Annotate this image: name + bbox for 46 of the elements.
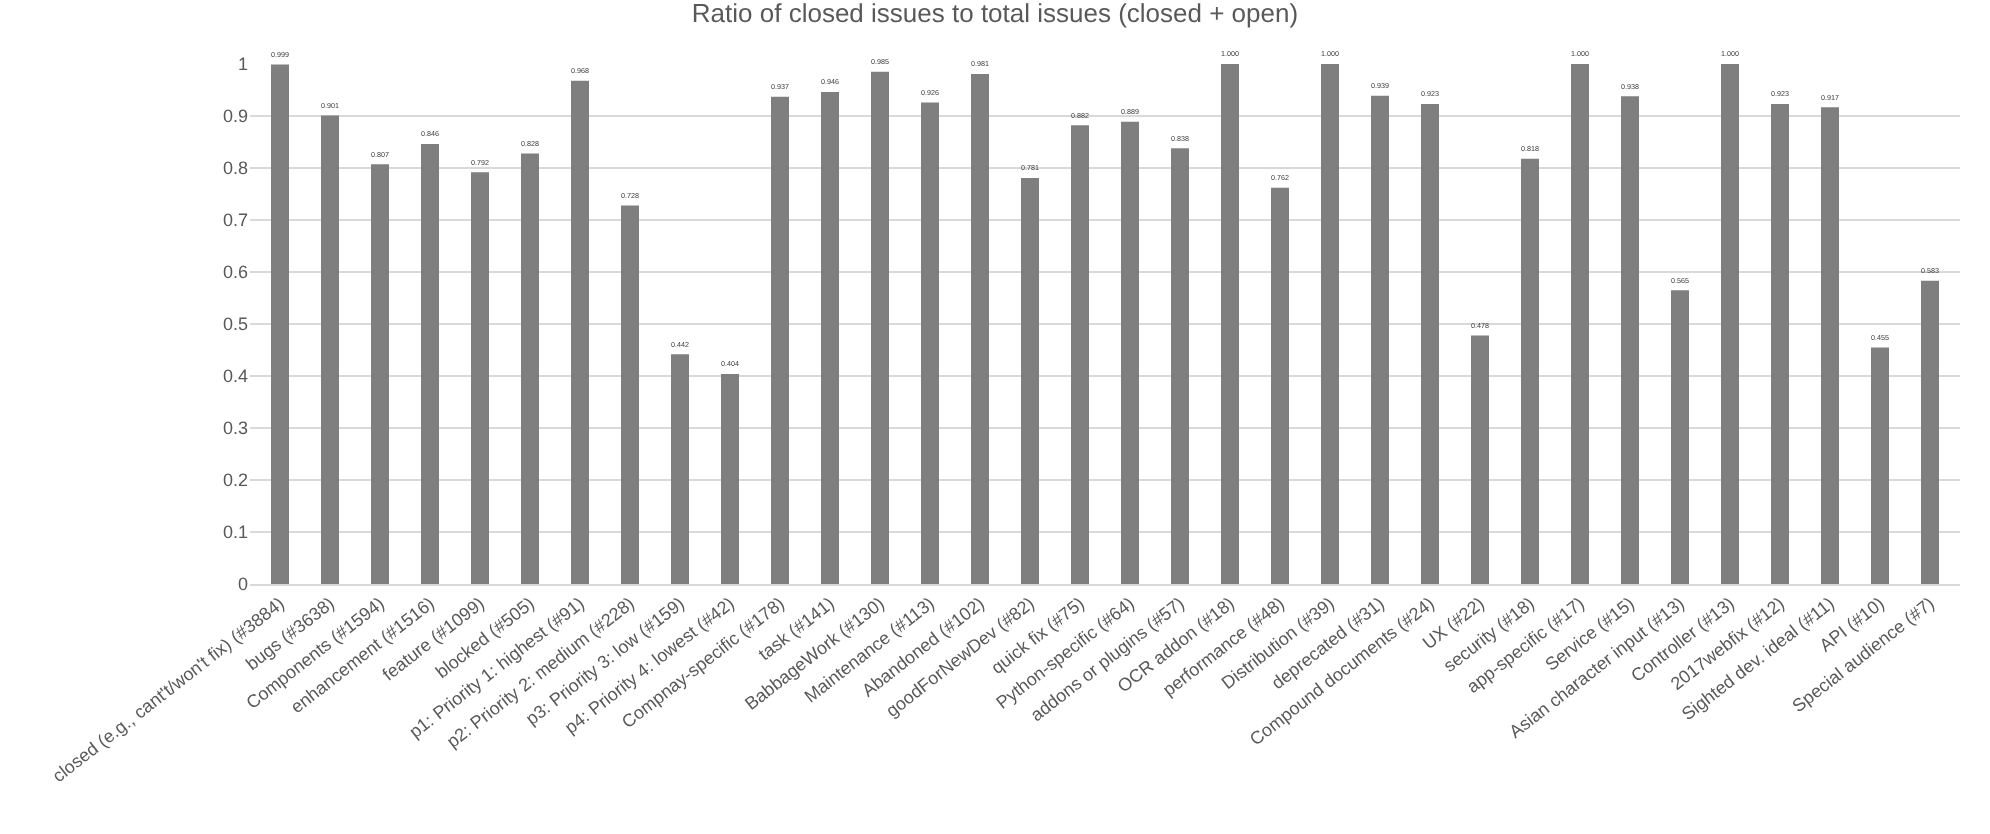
bar: [621, 205, 639, 584]
bar: [1021, 177, 1039, 584]
y-tick-label: 0.3: [222, 418, 248, 439]
bar: [1871, 347, 1889, 584]
bar: [421, 144, 439, 584]
y-tick-label: 0.1: [222, 522, 248, 543]
bar: [1121, 121, 1139, 584]
bar: [671, 354, 689, 584]
bar: [321, 115, 339, 584]
bar: [871, 71, 889, 584]
y-tick-label: 0.2: [222, 470, 248, 491]
bar: [721, 373, 739, 584]
bar: [1071, 125, 1089, 584]
bar: [271, 64, 289, 584]
bar: [1271, 187, 1289, 584]
bar: [1221, 64, 1239, 584]
bar: [771, 96, 789, 584]
y-tick-label: 0.9: [222, 106, 248, 127]
y-tick-label: 0.5: [222, 314, 248, 335]
bar: [821, 92, 839, 584]
bar: [521, 153, 539, 584]
bar: [1721, 64, 1739, 584]
bar: [971, 73, 989, 584]
bar: [371, 164, 389, 584]
bar: [1421, 104, 1439, 584]
bar: [1571, 64, 1589, 584]
bar: [1171, 148, 1189, 584]
y-tick-label: 0: [237, 574, 248, 595]
bar: [1471, 335, 1489, 584]
bar: [1321, 64, 1339, 584]
y-tick-label: 0.4: [222, 366, 248, 387]
bar: [1771, 104, 1789, 584]
bar: [921, 102, 939, 584]
bar: [1621, 96, 1639, 584]
bar: [571, 80, 589, 584]
y-tick-label: 1: [237, 54, 248, 75]
y-tick-label: 0.8: [222, 158, 248, 179]
bar: [1821, 107, 1839, 584]
bar: [471, 172, 489, 584]
bar: [1521, 158, 1539, 584]
chart-title: Ratio of closed issues to total issues (closed + open): [691, 0, 1299, 29]
bar: [1371, 95, 1389, 584]
bar: [1921, 280, 1939, 584]
y-tick-label: 0.7: [222, 210, 248, 231]
y-tick-label: 0.6: [222, 262, 248, 283]
bar: [1671, 290, 1689, 584]
